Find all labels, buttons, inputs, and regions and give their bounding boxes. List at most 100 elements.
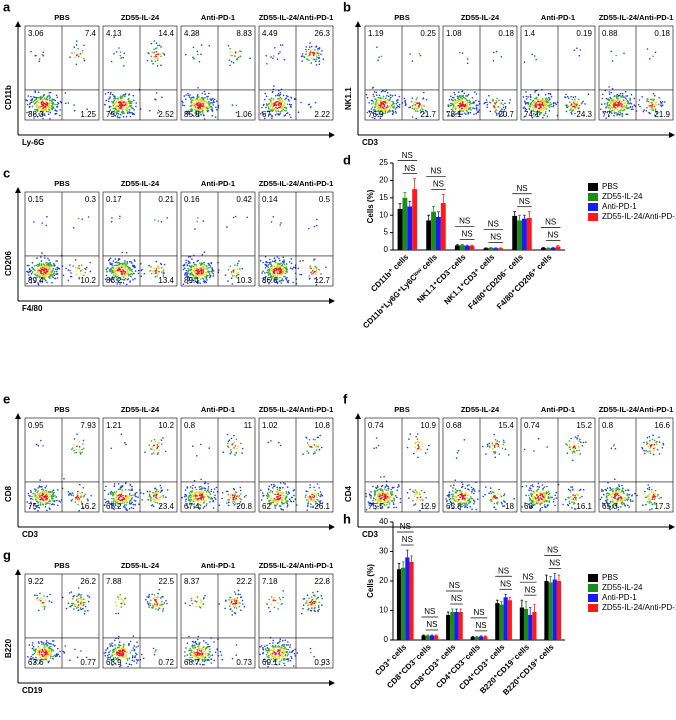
event-dot <box>42 51 44 53</box>
event-dot <box>81 49 84 52</box>
event-dot <box>131 264 134 267</box>
event-dot <box>269 101 272 103</box>
event-dot <box>377 109 380 111</box>
event-dot <box>74 56 76 59</box>
event-dot <box>119 113 122 116</box>
event-dot <box>196 108 198 110</box>
event-dot <box>391 100 393 103</box>
event-dot <box>281 263 284 266</box>
event-dot <box>454 110 456 113</box>
event-dot <box>156 59 159 62</box>
event-dot <box>229 496 232 499</box>
quadrant-value: 12.7 <box>314 276 330 285</box>
event-dot <box>280 492 282 494</box>
event-dot <box>494 456 497 459</box>
event-dot <box>387 493 390 495</box>
event-dot <box>108 269 111 271</box>
event-dot <box>213 98 216 101</box>
event-dot <box>457 113 460 115</box>
event-dot <box>104 498 106 501</box>
event-dot <box>241 267 244 270</box>
event-dot <box>193 264 196 266</box>
event-dot <box>453 499 456 501</box>
event-dot <box>623 106 626 108</box>
event-dot <box>385 99 387 102</box>
event-dot <box>113 97 116 99</box>
event-dot <box>502 106 505 109</box>
event-dot <box>238 496 240 499</box>
event-dot <box>133 272 135 275</box>
event-dot <box>234 215 237 218</box>
event-dot <box>471 492 473 494</box>
event-dot <box>122 94 125 96</box>
event-dot <box>48 109 51 112</box>
event-dot <box>536 485 539 488</box>
event-dot <box>606 111 608 114</box>
event-dot <box>40 260 43 262</box>
event-dot <box>35 498 37 501</box>
event-dot <box>109 268 112 270</box>
event-dot <box>104 489 106 492</box>
event-dot <box>200 496 202 498</box>
event-dot <box>154 276 157 278</box>
event-dot <box>149 490 151 493</box>
event-dot <box>128 495 131 498</box>
event-dot <box>124 93 126 96</box>
event-dot <box>285 279 288 281</box>
event-dot <box>228 501 230 504</box>
event-dot <box>41 492 44 495</box>
event-dot <box>208 264 210 267</box>
event-dot <box>52 276 54 279</box>
event-dot <box>122 494 124 497</box>
event-dot <box>269 113 272 116</box>
event-dot <box>51 274 53 276</box>
event-dot <box>368 493 371 496</box>
event-dot <box>467 93 470 96</box>
quadrant-value: 75 <box>28 502 37 511</box>
quadrant-value: 1.21 <box>106 421 122 430</box>
event-dot <box>188 498 190 501</box>
event-dot <box>536 489 538 492</box>
event-dot <box>397 486 399 489</box>
quadrant-value: 1.08 <box>446 29 462 38</box>
event-dot <box>79 453 82 455</box>
event-dot <box>424 452 427 454</box>
event-dot <box>273 108 276 110</box>
event-dot <box>33 99 36 102</box>
event-dot <box>654 103 657 105</box>
event-dot <box>228 59 231 61</box>
event-dot <box>55 260 57 262</box>
event-dot <box>51 281 53 284</box>
event-dot <box>134 493 136 496</box>
event-dot <box>629 106 632 108</box>
event-dot <box>499 493 502 496</box>
event-dot <box>187 262 190 265</box>
event-dot <box>141 499 143 501</box>
event-dot <box>276 496 278 498</box>
event-dot <box>124 503 126 506</box>
event-dot <box>374 103 377 105</box>
event-dot <box>271 101 273 104</box>
event-dot <box>189 262 191 264</box>
event-dot <box>39 491 42 494</box>
event-dot <box>267 493 269 496</box>
event-dot <box>31 99 33 101</box>
event-dot <box>608 104 611 107</box>
event-dot <box>282 270 285 272</box>
event-dot <box>285 490 288 493</box>
event-dot <box>389 101 391 104</box>
event-dot <box>230 449 232 451</box>
event-dot <box>41 252 43 254</box>
event-dot <box>387 106 390 108</box>
event-dot <box>196 95 199 97</box>
event-dot <box>117 105 120 108</box>
event-dot <box>72 494 75 497</box>
event-dot <box>80 496 82 498</box>
event-dot <box>56 96 59 99</box>
quadrant-value: 20.8 <box>236 502 252 511</box>
event-dot <box>59 114 61 117</box>
event-dot <box>206 109 209 111</box>
event-dot <box>232 498 234 501</box>
event-dot <box>629 99 631 101</box>
event-dot <box>316 218 318 221</box>
